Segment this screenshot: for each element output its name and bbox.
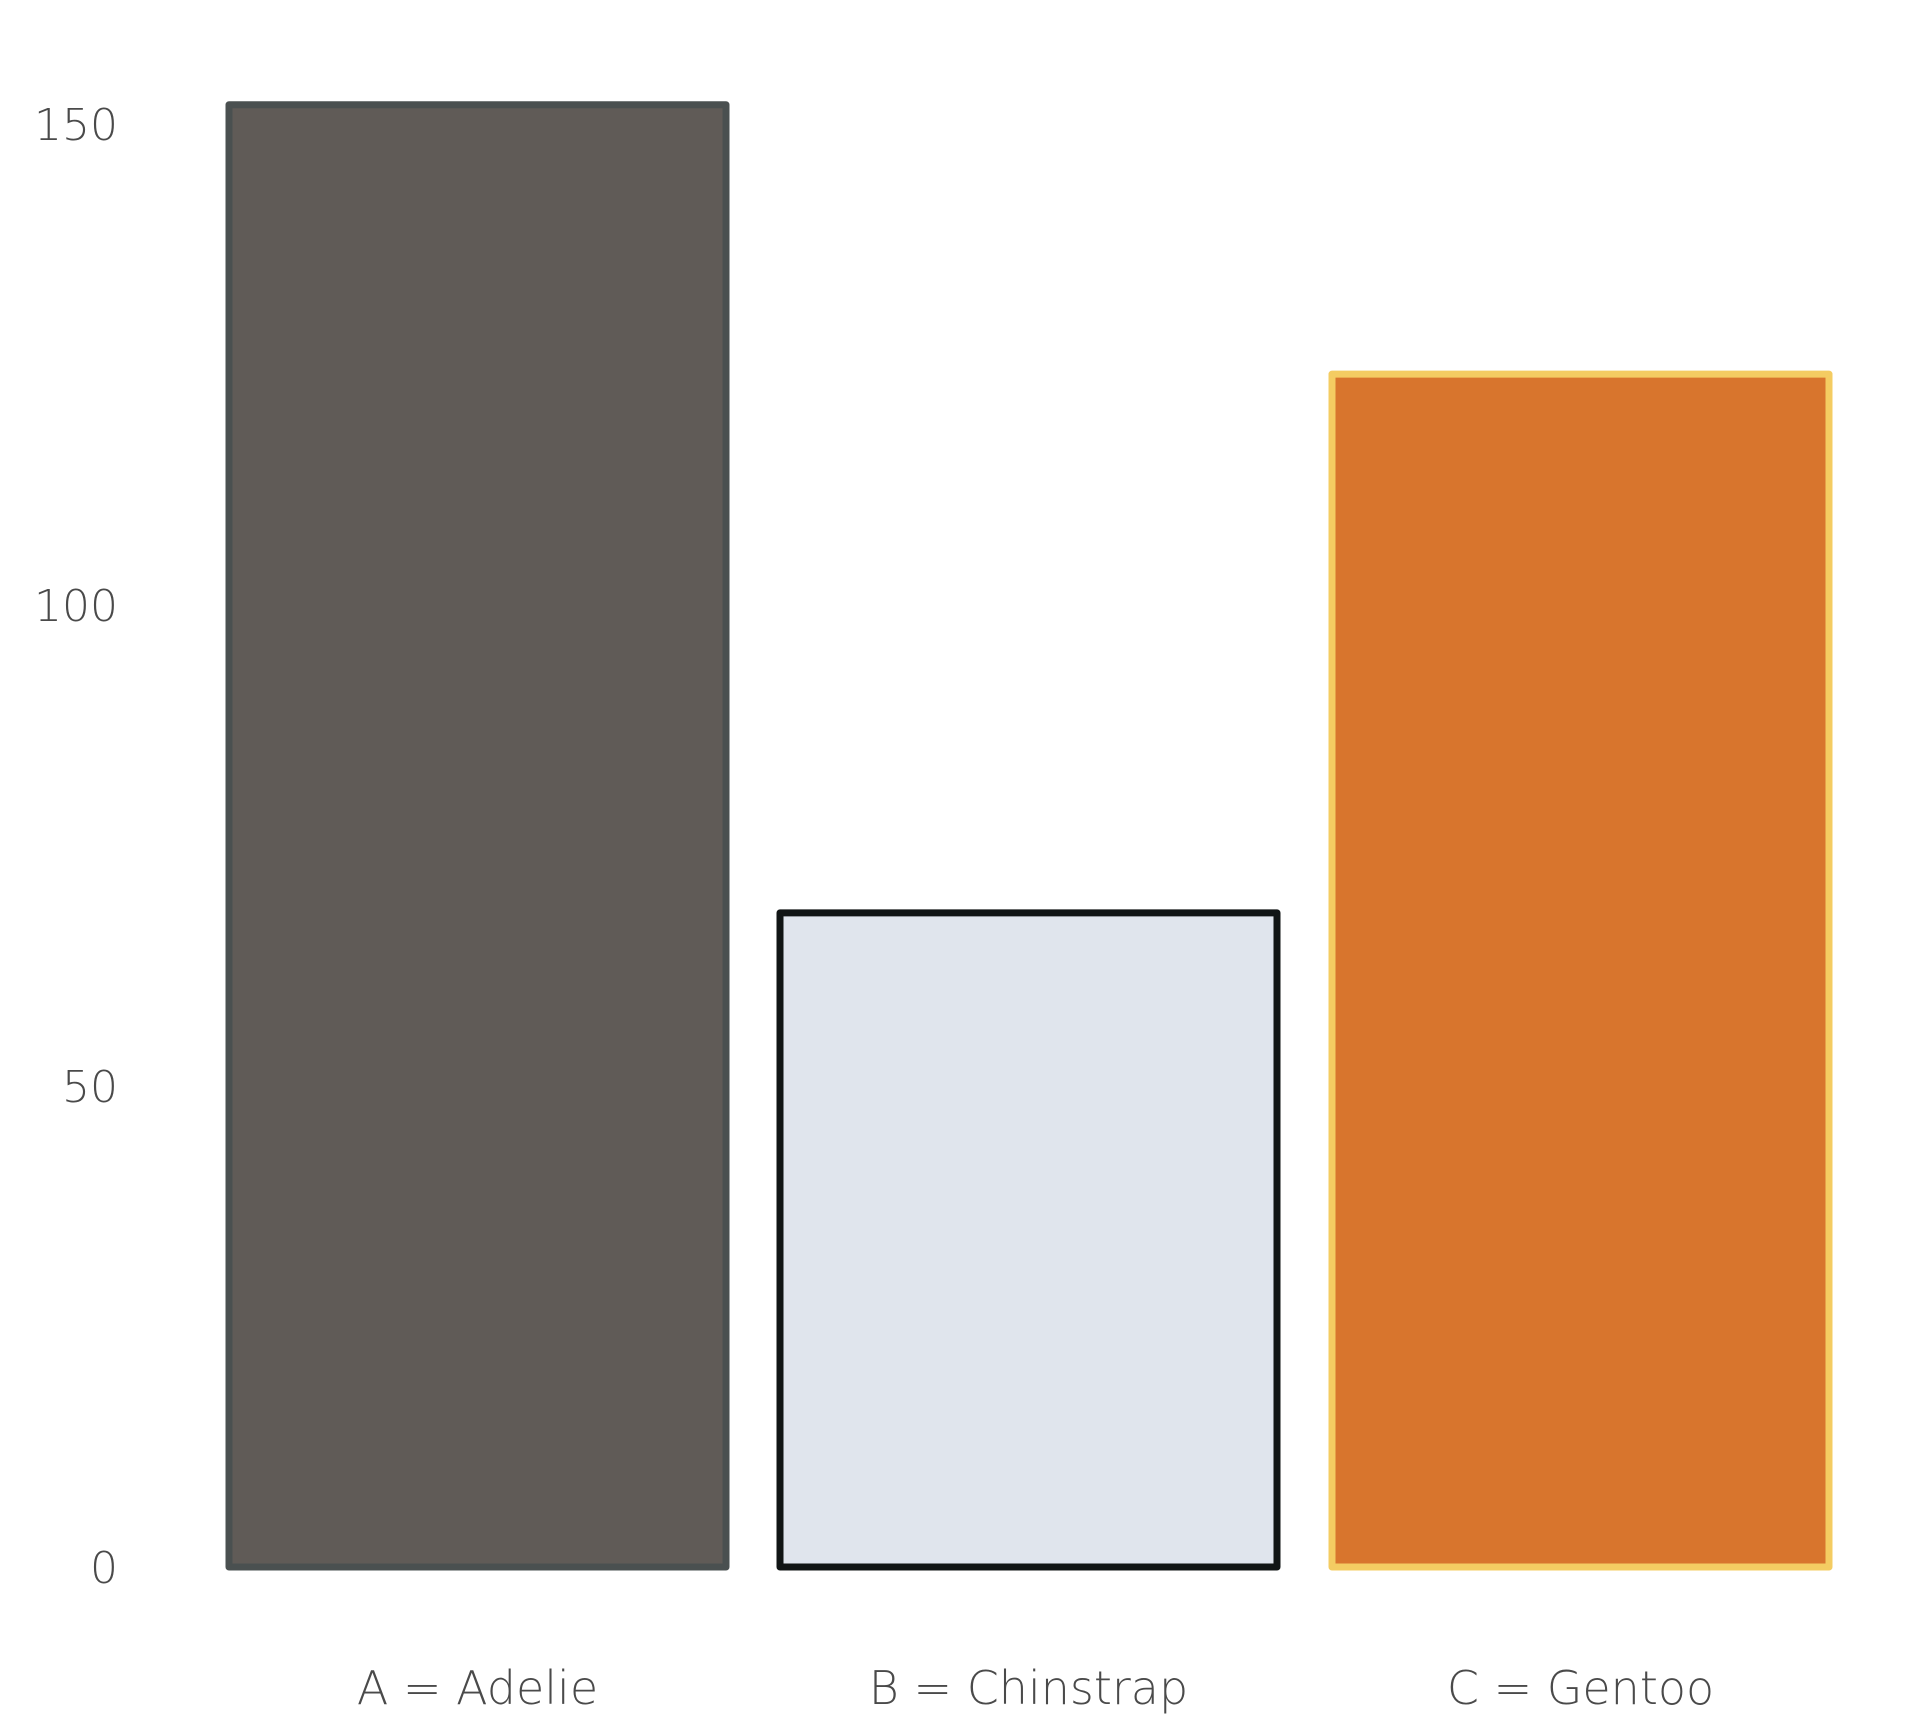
x-tick-label: C = Gentoo <box>1447 1661 1714 1715</box>
y-axis: 0 50 100 150 <box>34 100 118 1594</box>
bars <box>225 101 1833 1571</box>
bar-adelie <box>225 101 730 1571</box>
y-tick-label: 0 <box>90 1543 118 1594</box>
bar-gentoo <box>1328 370 1833 1571</box>
y-tick-label: 50 <box>62 1062 118 1113</box>
x-tick-label: A = Adelie <box>357 1661 598 1715</box>
x-tick-label: B = Chinstrap <box>869 1661 1188 1715</box>
y-tick-label: 100 <box>34 581 118 632</box>
bar-chinstrap <box>776 909 1281 1571</box>
y-tick-label: 150 <box>34 100 118 151</box>
x-axis: A = Adelie B = Chinstrap C = Gentoo <box>357 1661 1714 1715</box>
